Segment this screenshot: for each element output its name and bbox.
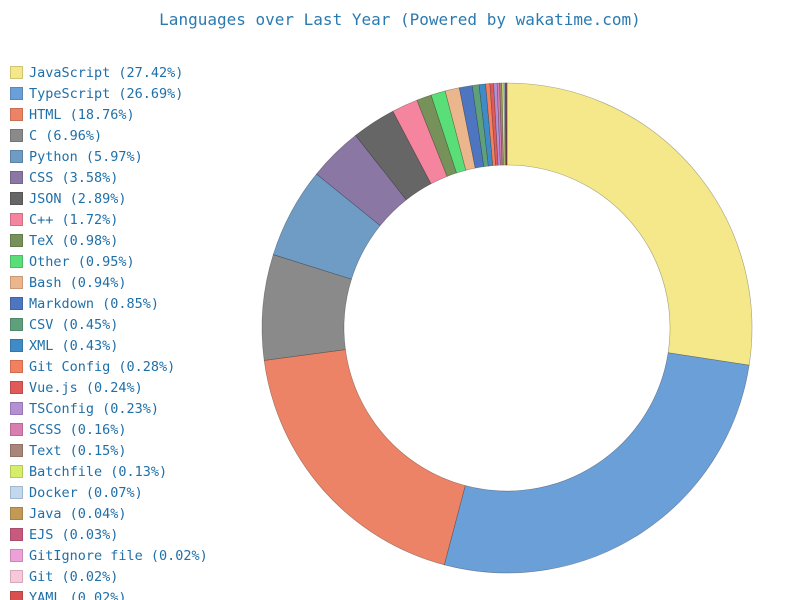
legend-swatch — [10, 129, 23, 142]
legend-item[interactable]: Vue.js (0.24%) — [10, 377, 250, 398]
chart-legend: JavaScript (27.42%) TypeScript (26.69%) HT… — [10, 62, 250, 600]
legend-swatch — [10, 108, 23, 121]
legend-swatch — [10, 297, 23, 310]
legend-item[interactable]: Docker (0.07%) — [10, 482, 250, 503]
legend-swatch — [10, 465, 23, 478]
donut-slice[interactable] — [471, 84, 489, 167]
donut-slice[interactable] — [261, 254, 352, 361]
legend-label: Git (0.02%) — [29, 568, 119, 585]
legend-label: Batchfile (0.13%) — [29, 463, 168, 480]
legend-item[interactable]: C++ (1.72%) — [10, 209, 250, 230]
legend-swatch — [10, 528, 23, 541]
legend-label: C (6.96%) — [29, 127, 103, 144]
legend-label: GitIgnore file (0.02%) — [29, 547, 208, 564]
legend-item[interactable]: C (6.96%) — [10, 125, 250, 146]
legend-label: JSON (2.89%) — [29, 190, 127, 207]
legend-label: TeX (0.98%) — [29, 232, 119, 249]
legend-label: YAML (0.02%) — [29, 589, 127, 600]
legend-swatch — [10, 486, 23, 499]
legend-swatch — [10, 171, 23, 184]
legend-item[interactable]: JavaScript (27.42%) — [10, 62, 250, 83]
donut-slice[interactable] — [478, 83, 494, 167]
legend-item[interactable]: TSConfig (0.23%) — [10, 398, 250, 419]
legend-swatch — [10, 255, 23, 268]
donut-slice[interactable] — [443, 352, 750, 574]
donut-slice[interactable] — [263, 349, 466, 566]
legend-item[interactable]: JSON (2.89%) — [10, 188, 250, 209]
legend-item[interactable]: SCSS (0.16%) — [10, 419, 250, 440]
donut-slice[interactable] — [503, 82, 506, 166]
legend-swatch — [10, 150, 23, 163]
legend-label: TSConfig (0.23%) — [29, 400, 160, 417]
legend-swatch — [10, 192, 23, 205]
donut-slice[interactable] — [444, 87, 476, 171]
legend-label: Bash (0.94%) — [29, 274, 127, 291]
legend-item[interactable]: Text (0.15%) — [10, 440, 250, 461]
donut-slice[interactable] — [504, 82, 507, 166]
donut-slice[interactable] — [489, 83, 499, 166]
legend-label: Other (0.95%) — [29, 253, 135, 270]
legend-label: Text (0.15%) — [29, 442, 127, 459]
legend-label: C++ (1.72%) — [29, 211, 119, 228]
donut-slice[interactable] — [430, 90, 467, 174]
legend-label: Python (5.97%) — [29, 148, 143, 165]
legend-swatch — [10, 507, 23, 520]
legend-item[interactable]: Git (0.02%) — [10, 566, 250, 587]
donut-slice[interactable] — [506, 82, 753, 366]
legend-item[interactable]: EJS (0.03%) — [10, 524, 250, 545]
legend-label: Git Config (0.28%) — [29, 358, 176, 375]
legend-label: CSV (0.45%) — [29, 316, 119, 333]
legend-label: HTML (18.76%) — [29, 106, 135, 123]
legend-swatch — [10, 570, 23, 583]
legend-label: JavaScript (27.42%) — [29, 64, 184, 81]
legend-swatch — [10, 339, 23, 352]
donut-slice[interactable] — [458, 85, 485, 169]
legend-swatch — [10, 549, 23, 562]
legend-item[interactable]: Other (0.95%) — [10, 251, 250, 272]
legend-item[interactable]: CSV (0.45%) — [10, 314, 250, 335]
legend-label: XML (0.43%) — [29, 337, 119, 354]
legend-item[interactable]: TypeScript (26.69%) — [10, 83, 250, 104]
legend-label: SCSS (0.16%) — [29, 421, 127, 438]
legend-swatch — [10, 276, 23, 289]
legend-label: CSS (3.58%) — [29, 169, 119, 186]
legend-swatch — [10, 423, 23, 436]
legend-swatch — [10, 234, 23, 247]
legend-item[interactable]: Markdown (0.85%) — [10, 293, 250, 314]
legend-item[interactable]: Git Config (0.28%) — [10, 356, 250, 377]
legend-label: Vue.js (0.24%) — [29, 379, 143, 396]
legend-item[interactable]: XML (0.43%) — [10, 335, 250, 356]
chart-title: Languages over Last Year (Powered by wak… — [159, 10, 641, 29]
legend-swatch — [10, 360, 23, 373]
donut-slice[interactable] — [505, 82, 507, 166]
legend-swatch — [10, 381, 23, 394]
legend-label: EJS (0.03%) — [29, 526, 119, 543]
legend-label: TypeScript (26.69%) — [29, 85, 184, 102]
legend-swatch — [10, 213, 23, 226]
donut-slice[interactable] — [501, 82, 506, 166]
legend-swatch — [10, 87, 23, 100]
legend-item[interactable]: Batchfile (0.13%) — [10, 461, 250, 482]
donut-slice[interactable] — [493, 82, 501, 166]
legend-label: Markdown (0.85%) — [29, 295, 160, 312]
donut-slice[interactable] — [505, 82, 507, 166]
legend-label: Docker (0.07%) — [29, 484, 143, 501]
legend-item[interactable]: YAML (0.02%) — [10, 587, 250, 600]
legend-item[interactable]: GitIgnore file (0.02%) — [10, 545, 250, 566]
legend-label: Java (0.04%) — [29, 505, 127, 522]
legend-item[interactable]: Bash (0.94%) — [10, 272, 250, 293]
legend-item[interactable]: Python (5.97%) — [10, 146, 250, 167]
donut-slice[interactable] — [416, 94, 457, 177]
legend-swatch — [10, 66, 23, 79]
legend-swatch — [10, 402, 23, 415]
legend-swatch — [10, 444, 23, 457]
legend-swatch — [10, 591, 23, 600]
legend-item[interactable]: Java (0.04%) — [10, 503, 250, 524]
legend-item[interactable]: TeX (0.98%) — [10, 230, 250, 251]
legend-swatch — [10, 318, 23, 331]
legend-item[interactable]: HTML (18.76%) — [10, 104, 250, 125]
legend-item[interactable]: CSS (3.58%) — [10, 167, 250, 188]
